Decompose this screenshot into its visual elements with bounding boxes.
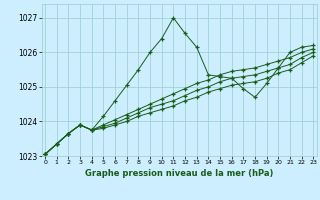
X-axis label: Graphe pression niveau de la mer (hPa): Graphe pression niveau de la mer (hPa) — [85, 169, 273, 178]
